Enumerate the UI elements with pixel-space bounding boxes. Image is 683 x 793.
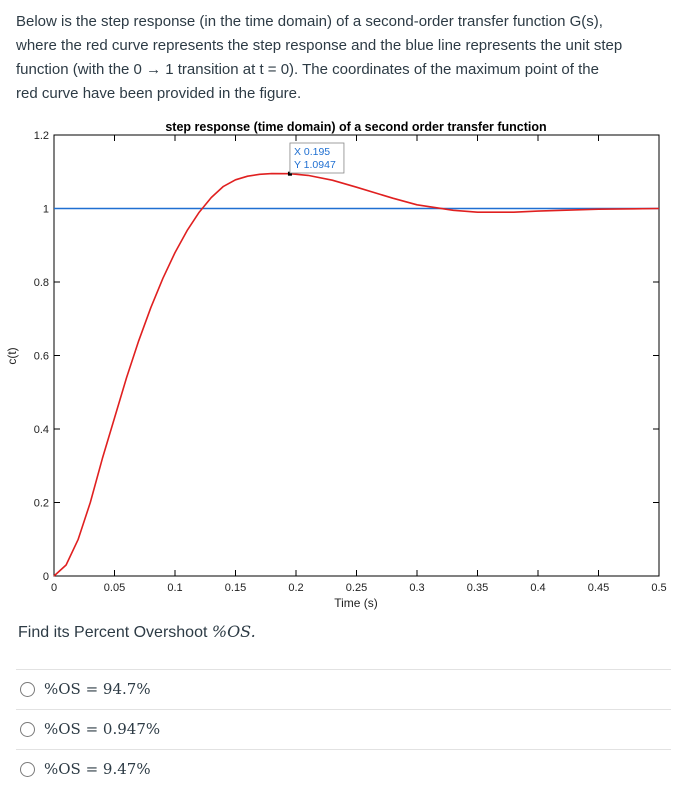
x-axis-label: Time (s) xyxy=(334,596,378,610)
answer-option-2[interactable]: %OS = 0.947% xyxy=(20,716,160,742)
y-tick-label: 0.6 xyxy=(34,351,49,363)
question-intro: Below is the step response (in the time … xyxy=(16,10,666,106)
option-label: %OS = 9.47% xyxy=(44,760,151,778)
option-divider xyxy=(16,669,671,670)
axis-ticks: 0 0.05 0.1 0.15 0.2 0.25 0.3 0.35 0.4 0.45 0.5 0 0.2… xyxy=(34,130,667,594)
chart-series xyxy=(53,172,660,577)
question-text: Find its Percent Overshoot xyxy=(18,624,212,641)
y-tick-label: 0.2 xyxy=(34,498,49,510)
intro-line-1: Below is the step response (in the time … xyxy=(16,13,603,30)
option-divider xyxy=(16,749,671,750)
radio-button[interactable] xyxy=(20,761,35,777)
plot-area xyxy=(53,134,660,577)
x-tick-label: 0 xyxy=(51,582,57,594)
x-tick-label: 0.45 xyxy=(588,582,609,594)
datatip-x-label: X 0.195 xyxy=(294,146,330,158)
x-tick-label: 0.4 xyxy=(530,582,545,594)
question-math: %OS. xyxy=(211,622,256,641)
radio-button[interactable] xyxy=(20,681,35,697)
x-tick-label: 0.25 xyxy=(346,582,367,594)
intro-line-2: where the red curve represents the step … xyxy=(16,37,623,54)
x-tick-label: 0.3 xyxy=(409,582,424,594)
x-tick-label: 0.1 xyxy=(167,582,182,594)
option-label: %OS = 94.7% xyxy=(44,680,151,698)
radio-button[interactable] xyxy=(20,721,35,737)
chart-title: step response (time domain) of a second … xyxy=(165,120,546,134)
y-tick-label: 0.4 xyxy=(34,424,49,436)
y-tick-label: 1 xyxy=(43,204,49,216)
x-tick-label: 0.35 xyxy=(467,582,488,594)
option-label: %OS = 0.947% xyxy=(44,720,161,738)
answer-option-1[interactable]: %OS = 94.7% xyxy=(20,676,151,702)
y-tick-label: 1.2 xyxy=(34,130,49,142)
y-tick-label: 0 xyxy=(43,571,49,583)
y-tick-label: 0.8 xyxy=(34,277,49,289)
intro-line-3: function (with the 0 → 1 transition at t… xyxy=(16,61,599,78)
x-tick-label: 0.15 xyxy=(225,582,246,594)
step-response-curve xyxy=(53,172,660,577)
intro-line-4: red curve have been provided in the figu… xyxy=(16,85,302,102)
x-tick-label: 0.5 xyxy=(651,582,666,594)
step-response-chart: step response (time domain) of a second … xyxy=(5,120,667,610)
datatip-box xyxy=(289,142,345,174)
option-divider xyxy=(16,709,671,710)
datatip-marker[interactable] xyxy=(287,171,292,176)
x-tick-label: 0.05 xyxy=(104,582,125,594)
answer-option-3[interactable]: %OS = 9.47% xyxy=(20,756,151,782)
datatip-y-label: Y 1.0947 xyxy=(294,159,336,171)
question-prompt: Find its Percent Overshoot %OS. xyxy=(18,622,256,642)
x-tick-label: 0.2 xyxy=(288,582,303,594)
y-axis-label: c(t) xyxy=(5,347,19,364)
